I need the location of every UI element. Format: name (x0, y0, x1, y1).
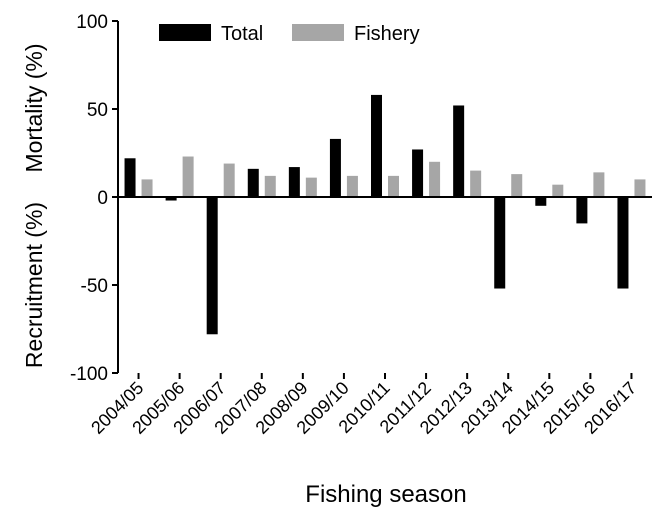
bar-total-2011-12 (412, 149, 424, 197)
bar-total-2007-08 (247, 168, 259, 197)
x-axis: 2004/052005/062006/072007/082008/092009/… (87, 373, 640, 438)
y-axis-label-top: Mortality (%) (21, 43, 47, 172)
legend-swatch-fishery (292, 24, 344, 41)
bar-total-2015-16 (576, 197, 588, 224)
bar-fishery-2008-09 (305, 177, 317, 197)
bar-fishery-2014-15 (552, 184, 564, 197)
legend: Total Fishery (159, 23, 420, 45)
bar-fishery-2004-05 (141, 179, 153, 197)
bar-total-2010-11 (371, 94, 382, 197)
bar-total-2012-13 (453, 105, 465, 197)
bars-layer (124, 94, 646, 335)
bar-total-2004-05 (124, 158, 136, 197)
bar-fishery-2009-10 (346, 175, 358, 197)
bar-fishery-2011-12 (429, 161, 441, 197)
y-tick-label: 0 (97, 188, 108, 209)
bar-total-2008-09 (288, 167, 300, 197)
bar-total-2009-10 (329, 138, 341, 197)
bar-fishery-2007-08 (264, 175, 276, 197)
y-tick-label: 100 (76, 12, 108, 33)
y-tick-label: 50 (87, 100, 108, 121)
bar-fishery-2013-14 (511, 174, 523, 197)
bar-fishery-2015-16 (593, 172, 605, 197)
bar-total-2005-06 (165, 197, 177, 201)
legend-label-total: Total (221, 23, 263, 45)
bar-fishery-2012-13 (470, 170, 482, 197)
bar-fishery-2016-17 (634, 179, 646, 197)
legend-swatch-total (159, 24, 211, 41)
y-axis: 100 50 0 -50 -100 (70, 12, 119, 385)
bar-fishery-2005-06 (182, 156, 194, 197)
x-axis-label: Fishing season (305, 481, 466, 508)
bar-total-2014-15 (535, 197, 547, 206)
y-tick-label: -50 (81, 276, 108, 297)
y-axis-label-bottom: Recruitment (%) (21, 202, 47, 368)
bar-total-2006-07 (206, 197, 218, 335)
bar-fishery-2006-07 (223, 163, 235, 197)
y-tick-label: -100 (70, 364, 108, 385)
legend-label-fishery: Fishery (354, 23, 420, 45)
bar-fishery-2010-11 (388, 175, 399, 197)
bar-total-2016-17 (617, 197, 629, 289)
bar-total-2013-14 (494, 197, 506, 289)
